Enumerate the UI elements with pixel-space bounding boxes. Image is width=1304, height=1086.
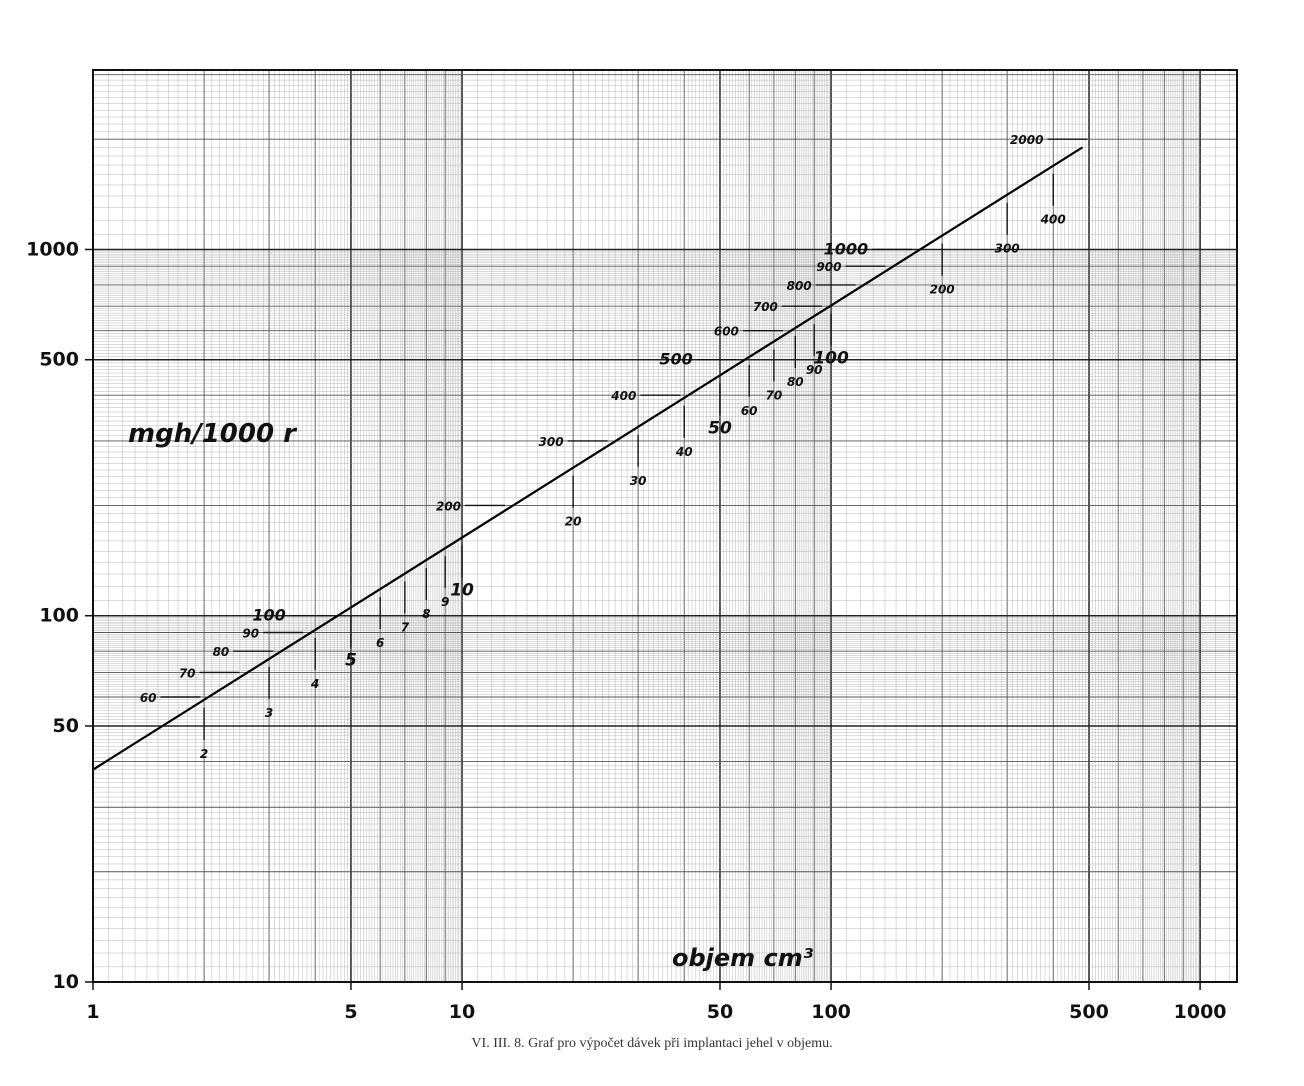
x-tick-label: 1000	[1174, 1001, 1227, 1023]
annotation-marks: 6070809010020030040050060070080090010002…	[140, 133, 1088, 761]
volume-mark-label: 4	[310, 677, 319, 691]
dose-mark-label: 200	[436, 499, 461, 513]
x-tick-label: 1	[86, 1001, 99, 1023]
volume-mark-label: 10	[450, 581, 474, 601]
x-tick-label: 500	[1069, 1001, 1109, 1023]
dose-mark-label: 100	[252, 606, 285, 625]
dose-mark-label: 300	[539, 435, 564, 449]
y-tick-label: 50	[53, 715, 79, 737]
figure-caption: VI. III. 8. Graf pro výpočet dávek při i…	[471, 1036, 833, 1051]
x-tick-label: 50	[707, 1001, 733, 1023]
x-tick-label: 10	[449, 1001, 475, 1023]
dose-mark-label: 80	[213, 645, 230, 659]
volume-mark-label: 7	[401, 621, 410, 635]
plot-frame	[92, 69, 1238, 983]
volume-mark-label: 80	[787, 375, 804, 389]
volume-mark-label: 30	[630, 474, 647, 488]
volume-mark-label: 9	[441, 595, 449, 609]
volume-mark-label: 70	[766, 388, 783, 402]
volume-mark-label: 6	[376, 636, 384, 650]
volume-mark-label: 200	[930, 283, 955, 297]
volume-mark-label: 50	[708, 418, 732, 438]
y-tick-label: 1000	[26, 238, 79, 260]
tick-labels: 1 5 10 50 100 500 1000 10 50 100 500 1000	[26, 238, 1226, 1023]
series-line	[92, 146, 1084, 771]
x-axis-label: objem cm³	[672, 944, 814, 972]
y-tick-label: 100	[39, 605, 79, 627]
x-tick-label: 5	[344, 1001, 357, 1023]
volume-mark-label: 60	[741, 404, 758, 418]
volume-mark-label: 90	[806, 363, 823, 377]
dose-mark-label: 600	[714, 325, 739, 339]
y-tick-label: 500	[39, 349, 79, 371]
dose-mark-label: 800	[787, 279, 812, 293]
grid	[85, 69, 1238, 990]
volume-mark-label: 20	[565, 515, 582, 529]
dose-mark-label: 60	[140, 691, 157, 705]
dose-mark-label: 70	[179, 666, 196, 680]
volume-mark-label: 400	[1040, 213, 1066, 227]
volume-mark-label: 2	[200, 747, 208, 761]
dose-mark-label: 900	[816, 260, 841, 274]
volume-mark-label: 300	[995, 242, 1020, 256]
dose-mark-label: 500	[659, 350, 692, 369]
volume-mark-label: 100	[813, 348, 849, 368]
series-layer	[92, 146, 1084, 771]
dose-mark-label: 90	[242, 626, 259, 640]
volume-mark-label: 3	[265, 706, 273, 720]
dose-mark-label: 1000	[824, 239, 869, 258]
volume-mark-label: 8	[422, 607, 430, 621]
volume-mark-label: 40	[675, 445, 693, 459]
dose-mark-label: 2000	[1010, 133, 1043, 147]
x-tick-label: 100	[811, 1001, 851, 1023]
dose-mark-label: 400	[610, 389, 636, 403]
dose-mark-label: 700	[753, 300, 778, 314]
volume-mark-label: 5	[345, 650, 357, 670]
y-axis-label: mgh/1000 r	[128, 419, 298, 449]
y-tick-label: 10	[53, 971, 79, 993]
